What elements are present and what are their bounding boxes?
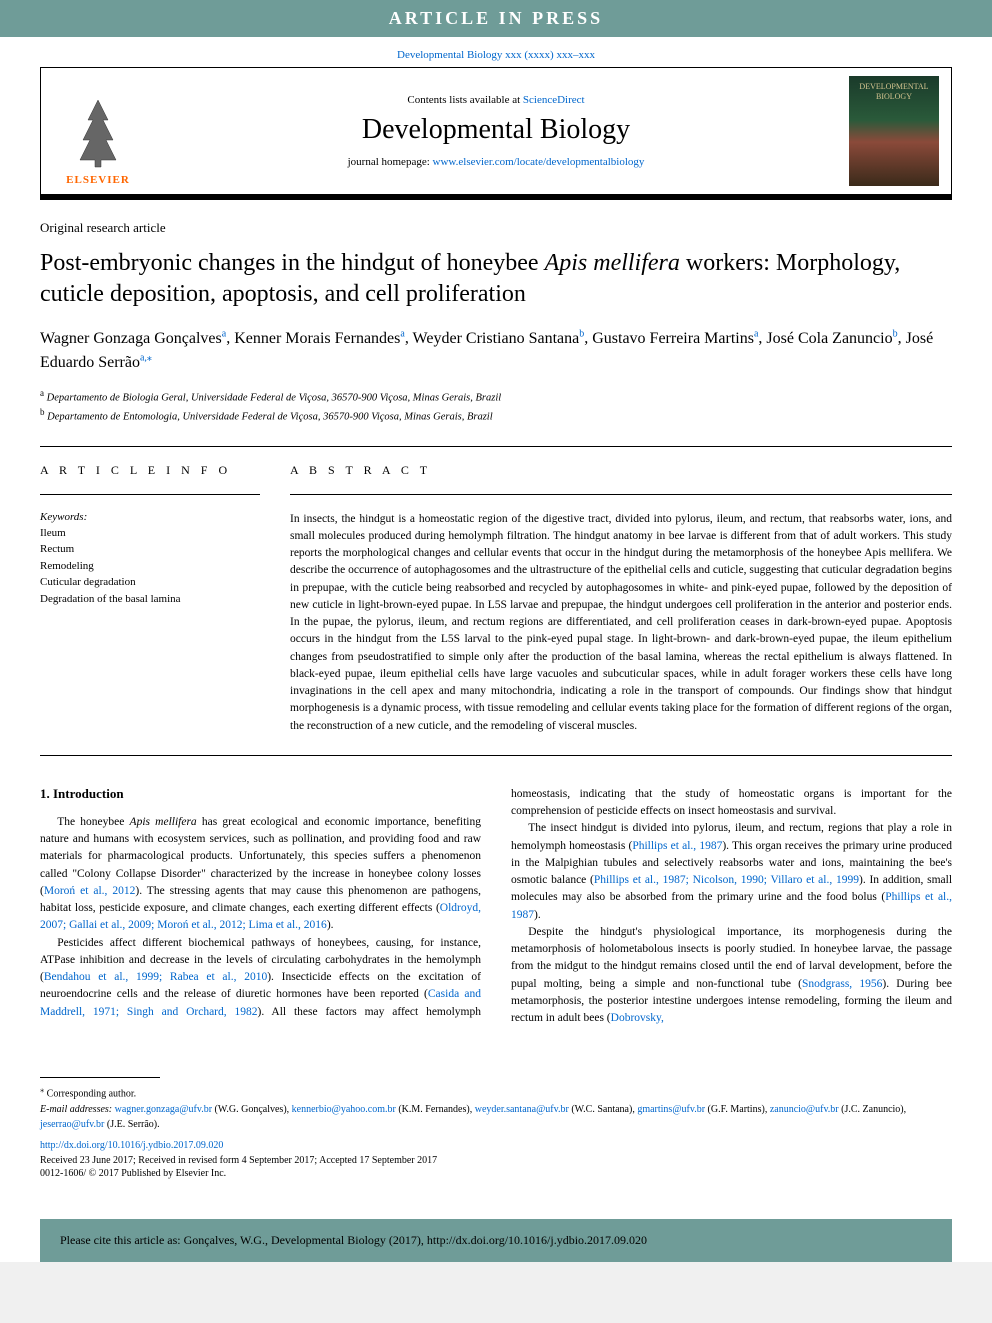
abstract-text: In insects, the hindgut is a homeostatic…	[290, 511, 952, 735]
introduction-heading: 1. Introduction	[40, 786, 481, 802]
keywords-list: IleumRectumRemodelingCuticular degradati…	[40, 525, 260, 608]
homepage-link[interactable]: www.elsevier.com/locate/developmentalbio…	[433, 156, 645, 168]
body-paragraph: The honeybee Apis mellifera has great ec…	[40, 814, 481, 935]
body-paragraph: The insect hindgut is divided into pylor…	[511, 820, 952, 924]
doi: http://dx.doi.org/10.1016/j.ydbio.2017.0…	[40, 1140, 952, 1151]
journal-ref-link[interactable]: Developmental Biology xxx (xxxx) xxx–xxx	[397, 49, 595, 61]
author: Wagner Gonzaga Gonçalvesa	[40, 330, 226, 347]
elsevier-logo: ELSEVIER	[53, 76, 143, 186]
doi-link[interactable]: http://dx.doi.org/10.1016/j.ydbio.2017.0…	[40, 1140, 223, 1151]
citation-link[interactable]: Moroń et al., 2012	[44, 885, 136, 897]
article-type: Original research article	[40, 220, 952, 236]
sciencedirect-link[interactable]: ScienceDirect	[523, 94, 585, 106]
email-link[interactable]: gmartins@ufv.br	[637, 1104, 705, 1115]
elsevier-text: ELSEVIER	[66, 174, 130, 186]
affiliation: b Departamento de Entomologia, Universid…	[40, 406, 952, 425]
journal-reference: Developmental Biology xxx (xxxx) xxx–xxx	[0, 37, 992, 67]
author: Kenner Morais Fernandesa	[234, 330, 405, 347]
keyword: Ileum	[40, 525, 260, 542]
email-link[interactable]: jeserrao@ufv.br	[40, 1119, 104, 1130]
elsevier-tree-icon	[68, 95, 128, 170]
email-addresses: E-mail addresses: wagner.gonzaga@ufv.br …	[40, 1102, 952, 1132]
author: José Cola Zanunciob	[766, 330, 897, 347]
citation-link[interactable]: Dobrovsky,	[611, 1012, 664, 1024]
email-link[interactable]: wagner.gonzaga@ufv.br	[115, 1104, 212, 1115]
citation-box: Please cite this article as: Gonçalves, …	[40, 1219, 952, 1262]
corresponding-author: ⁎ Corresponding author.	[40, 1084, 952, 1099]
citation-link[interactable]: Phillips et al., 1987	[632, 840, 722, 852]
contents-available: Contents lists available at ScienceDirec…	[143, 94, 849, 106]
keywords-label: Keywords:	[40, 511, 260, 523]
journal-title: Developmental Biology	[143, 114, 849, 146]
author: Weyder Cristiano Santanab	[413, 330, 585, 347]
keyword: Rectum	[40, 541, 260, 558]
journal-cover-thumbnail: DEVELOPMENTALBIOLOGY	[849, 76, 939, 186]
email-link[interactable]: weyder.santana@ufv.br	[475, 1104, 569, 1115]
keyword: Remodeling	[40, 558, 260, 575]
affiliations: a Departamento de Biologia Geral, Univer…	[40, 387, 952, 426]
journal-homepage: journal homepage: www.elsevier.com/locat…	[143, 156, 849, 168]
journal-header: ELSEVIER Contents lists available at Sci…	[40, 67, 952, 195]
article-info-heading: A R T I C L E I N F O	[40, 463, 260, 478]
citation-link[interactable]: Snodgrass, 1956	[802, 978, 882, 990]
keyword: Degradation of the basal lamina	[40, 591, 260, 608]
email-link[interactable]: zanuncio@ufv.br	[770, 1104, 839, 1115]
author: Gustavo Ferreira Martinsa	[592, 330, 758, 347]
affiliation: a Departamento de Biologia Geral, Univer…	[40, 387, 952, 406]
article-title: Post-embryonic changes in the hindgut of…	[40, 248, 952, 310]
citation-link[interactable]: Bendahou et al., 1999; Rabea et al., 201…	[44, 971, 267, 983]
email-link[interactable]: kennerbio@yahoo.com.br	[292, 1104, 396, 1115]
keyword: Cuticular degradation	[40, 574, 260, 591]
authors-list: Wagner Gonzaga Gonçalvesa, Kenner Morais…	[40, 326, 952, 375]
body-paragraph: Despite the hindgut's physiological impo…	[511, 924, 952, 1028]
abstract-heading: A B S T R A C T	[290, 463, 952, 478]
received-dates: Received 23 June 2017; Received in revis…	[40, 1155, 952, 1166]
article-in-press-banner: ARTICLE IN PRESS	[0, 0, 992, 37]
citation-link[interactable]: Phillips et al., 1987; Nicolson, 1990; V…	[594, 874, 859, 886]
copyright: 0012-1606/ © 2017 Published by Elsevier …	[40, 1168, 952, 1179]
